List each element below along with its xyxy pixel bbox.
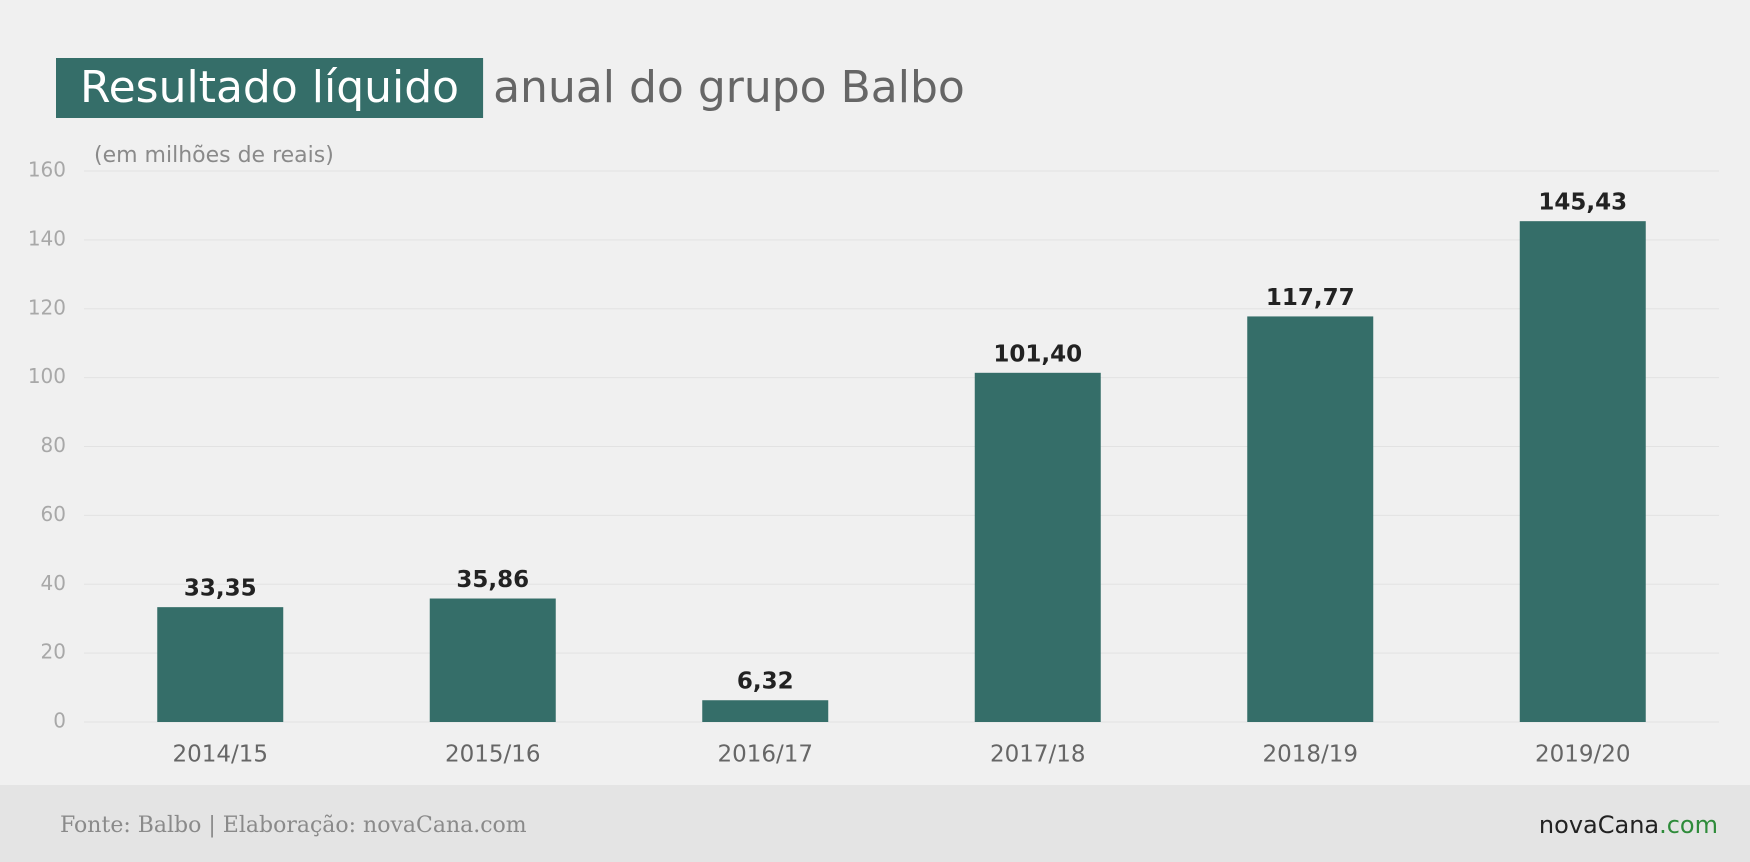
y-tick-label: 100 — [28, 364, 66, 388]
title-highlight-box — [56, 58, 484, 118]
logo-domain: .com — [1659, 811, 1718, 839]
y-tick-label: 120 — [28, 295, 66, 319]
y-tick-label: 80 — [41, 433, 66, 457]
value-label: 35,86 — [456, 567, 529, 593]
bar — [1247, 316, 1374, 722]
chart-title: anual do grupo Balbo — [493, 62, 965, 113]
y-tick-label: 60 — [41, 502, 66, 526]
bar — [157, 607, 284, 722]
value-label: 6,32 — [737, 669, 794, 695]
bar — [1519, 221, 1646, 723]
y-tick-label: 20 — [41, 640, 66, 664]
y-tick-label: 160 — [28, 158, 66, 182]
bar — [429, 598, 556, 722]
logo: novaCana.com — [1539, 811, 1718, 839]
x-tick-label: 2015/16 — [445, 742, 541, 768]
x-tick-label: 2016/17 — [717, 742, 813, 768]
chart-subtitle: (em milhões de reais) — [94, 143, 334, 168]
x-tick-label: 2017/18 — [990, 742, 1086, 768]
value-label: 145,43 — [1538, 190, 1627, 216]
value-label: 101,40 — [993, 341, 1082, 367]
source: Fonte: Balbo | Elaboração: novaCana.com — [60, 813, 527, 838]
footer — [0, 785, 1750, 862]
y-tick-label: 0 — [53, 709, 66, 733]
y-tick-label: 40 — [41, 571, 66, 595]
y-tick-label: 140 — [28, 226, 66, 250]
value-label: 117,77 — [1266, 285, 1355, 311]
value-label: 33,35 — [184, 576, 257, 602]
bar — [702, 700, 829, 722]
bar — [974, 372, 1101, 722]
x-tick-label: 2014/15 — [172, 742, 268, 768]
logo-name: novaCana — [1539, 811, 1659, 839]
x-tick-label: 2018/19 — [1262, 742, 1358, 768]
chart-title-highlight: Resultado líquido — [80, 62, 459, 113]
x-tick-label: 2019/20 — [1535, 742, 1631, 768]
